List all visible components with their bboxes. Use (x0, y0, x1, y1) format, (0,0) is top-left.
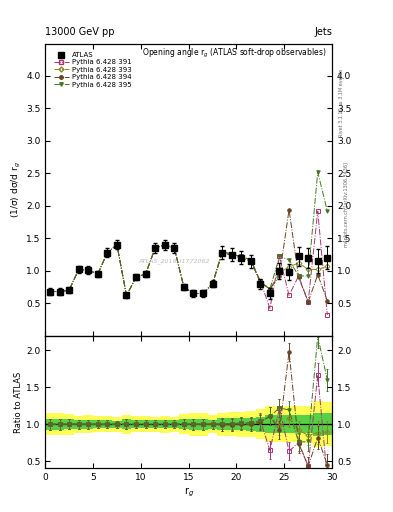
Y-axis label: (1/σ) dσ/d r$_g$: (1/σ) dσ/d r$_g$ (10, 161, 23, 218)
Legend: ATLAS, Pythia 6.428 391, Pythia 6.428 393, Pythia 6.428 394, Pythia 6.428 395: ATLAS, Pythia 6.428 391, Pythia 6.428 39… (51, 50, 134, 90)
Text: mcplots.cern.ch [arXiv:1306.3436]: mcplots.cern.ch [arXiv:1306.3436] (344, 162, 349, 247)
Text: Jets: Jets (314, 27, 332, 37)
Text: Rivet 3.1.10, ≥ 3.1M events: Rivet 3.1.10, ≥ 3.1M events (339, 68, 344, 137)
X-axis label: r$_g$: r$_g$ (184, 485, 194, 499)
Text: ATLAS_2019_I1772062: ATLAS_2019_I1772062 (139, 259, 210, 264)
Text: 13000 GeV pp: 13000 GeV pp (45, 27, 115, 37)
Y-axis label: Ratio to ATLAS: Ratio to ATLAS (14, 371, 23, 433)
Text: Opening angle r$_g$ (ATLAS soft-drop observables): Opening angle r$_g$ (ATLAS soft-drop obs… (142, 47, 326, 59)
